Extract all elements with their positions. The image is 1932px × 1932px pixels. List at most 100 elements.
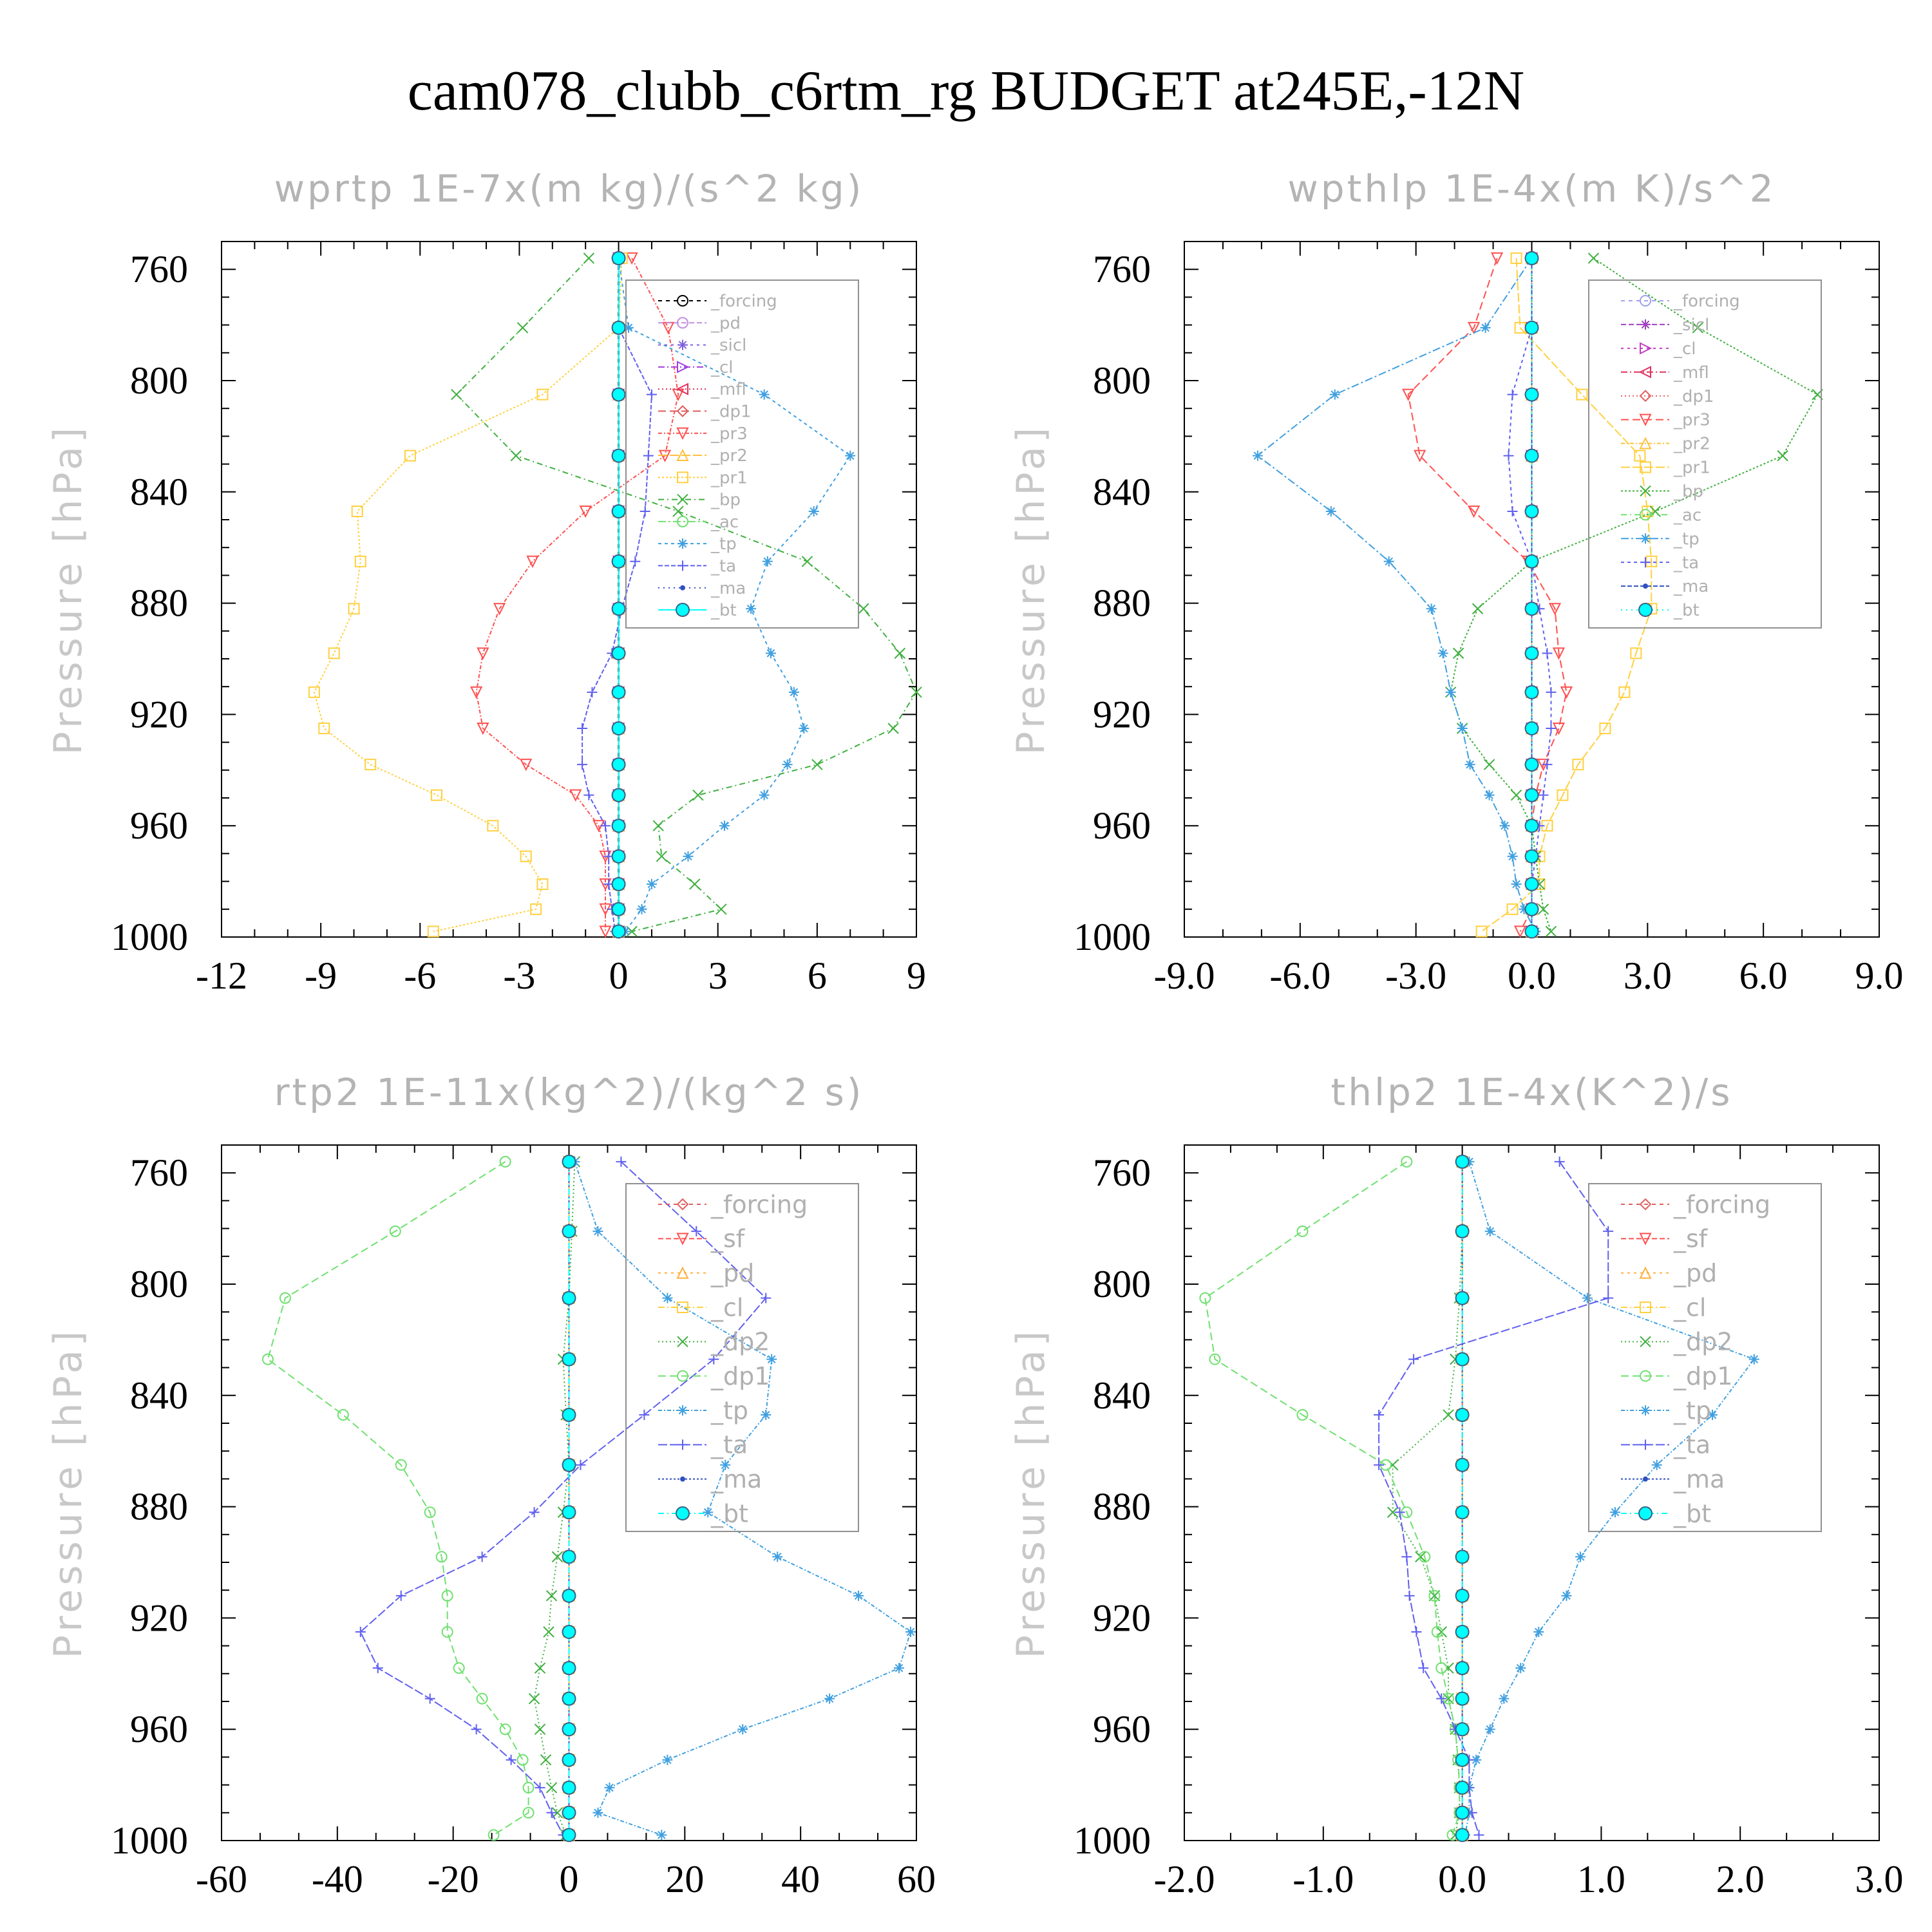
legend-label: _tp: [710, 1396, 748, 1425]
series-point-tp: [762, 556, 773, 567]
legend-marker: [1640, 557, 1651, 568]
legend-marker: [677, 339, 688, 350]
series-point-bp: [689, 878, 701, 890]
legend-marker: [1638, 603, 1653, 617]
x-tick-label: 0: [560, 1858, 579, 1900]
series-point-pr1: [404, 450, 416, 462]
series-point-pr3: [477, 723, 489, 735]
series-point-pr1: [1618, 686, 1631, 698]
x-tick-label: -20: [428, 1858, 479, 1900]
series-point-pr3: [1548, 603, 1562, 616]
series-point-bt: [611, 788, 626, 802]
series-point-bt: [1524, 849, 1539, 864]
series-point-pr3: [599, 925, 612, 938]
series-point-dp1: [522, 1781, 535, 1794]
x-tick-label: 9: [907, 954, 926, 997]
legend-marker: [1640, 319, 1651, 330]
series-point-bt: [1524, 251, 1539, 265]
series-point-bp: [894, 647, 906, 659]
series-point-ta: [1436, 1693, 1447, 1704]
legend-label: _sicl: [710, 336, 746, 355]
legend-label: _pr1: [1673, 459, 1710, 478]
series-point-bt: [1524, 448, 1539, 463]
series-point-tp: [623, 322, 634, 333]
series-point-tp: [1575, 1551, 1586, 1562]
series-point-ta: [535, 1782, 545, 1793]
panel-title: wprtp 1E-7x(m kg)/(s^2 kg): [274, 167, 864, 211]
series-point-dp1: [395, 1459, 407, 1471]
series-point-ta: [1503, 450, 1514, 461]
series-point-tp: [772, 1551, 783, 1562]
series-point-tp: [1437, 648, 1448, 659]
series-point-ta: [1507, 389, 1518, 400]
series-point-bt: [1524, 819, 1539, 833]
legend-label: _ta: [1673, 553, 1699, 573]
series-point-dp2: [534, 1662, 546, 1674]
series-point-pr3: [1414, 450, 1426, 462]
series-point-pr1: [536, 388, 549, 401]
series-point-pr3: [625, 252, 638, 265]
series-point-dp1: [1296, 1225, 1309, 1237]
series-point-tp: [765, 648, 776, 659]
series-point-pr3: [526, 555, 539, 569]
series-point-bt: [1524, 721, 1539, 735]
series-point-dp2: [528, 1692, 540, 1705]
series-point-bt: [611, 554, 626, 569]
series-point-bt: [562, 1780, 576, 1795]
series-point-pr1: [318, 723, 330, 734]
legend-label: _sicl: [1673, 316, 1709, 335]
series-point-tp: [1484, 790, 1495, 800]
series-point-bp: [911, 687, 922, 698]
series-line-dp1: [1204, 1161, 1461, 1835]
series-point-bt: [611, 876, 626, 891]
series-point-bt: [1455, 1828, 1470, 1842]
series-point-tp: [782, 759, 793, 770]
series-point-tp: [646, 878, 657, 889]
legend-box: [625, 279, 859, 629]
series-point-bt: [562, 1291, 576, 1305]
series-point-bt: [611, 448, 626, 463]
x-tick-label: 6.0: [1739, 954, 1788, 997]
series-point-dp1: [499, 1723, 511, 1736]
series-point-tp: [592, 1226, 603, 1236]
series-point-ta: [1411, 1627, 1422, 1637]
series-point-ta: [1542, 759, 1553, 770]
series-point-bt: [562, 1224, 576, 1238]
series-point-dp1: [337, 1409, 349, 1421]
y-tick-label: 1000: [1074, 916, 1151, 958]
legend-label: _bp: [710, 491, 741, 510]
series-point-bt: [1455, 1752, 1470, 1767]
legend-marker: [677, 361, 690, 374]
series-point-tp: [1519, 904, 1530, 914]
series-point-tp: [824, 1693, 835, 1704]
legend-marker: [677, 538, 688, 549]
series-point-ta: [583, 790, 594, 800]
series-point-tp: [1707, 1410, 1718, 1421]
series-point-dp1: [424, 1506, 436, 1519]
series-line-dp1: [267, 1161, 529, 1836]
legend-label: _tp: [1673, 529, 1700, 549]
series-point-bp: [672, 506, 684, 517]
series-point-tp: [1325, 506, 1336, 517]
legend-marker: [1640, 1302, 1651, 1313]
series-point-bp: [451, 388, 462, 401]
series-point-bt: [1455, 1661, 1470, 1676]
series-point-dp2: [540, 1754, 552, 1766]
legend-marker: [676, 603, 690, 617]
series-point-bt: [562, 1625, 576, 1639]
series-line-tp: [1256, 258, 1537, 932]
series-point-tp: [759, 389, 770, 400]
series-point-pr1: [1576, 388, 1588, 401]
panel-title: rtp2 1E-11x(kg^2)/(kg^2 s): [274, 1070, 864, 1114]
legend-box: [1588, 279, 1822, 629]
series-point-bt: [1455, 1780, 1470, 1795]
series-point-bp: [583, 252, 595, 264]
legend-marker: [676, 1506, 690, 1520]
series-point-dp1: [441, 1589, 453, 1602]
series-point-ta: [529, 1507, 540, 1518]
series-point-bp: [811, 759, 823, 770]
x-tick-label: -9.0: [1154, 954, 1215, 997]
series-point-tp: [1507, 851, 1518, 862]
legend-marker: [680, 585, 685, 591]
series-point-bt: [562, 1408, 576, 1423]
